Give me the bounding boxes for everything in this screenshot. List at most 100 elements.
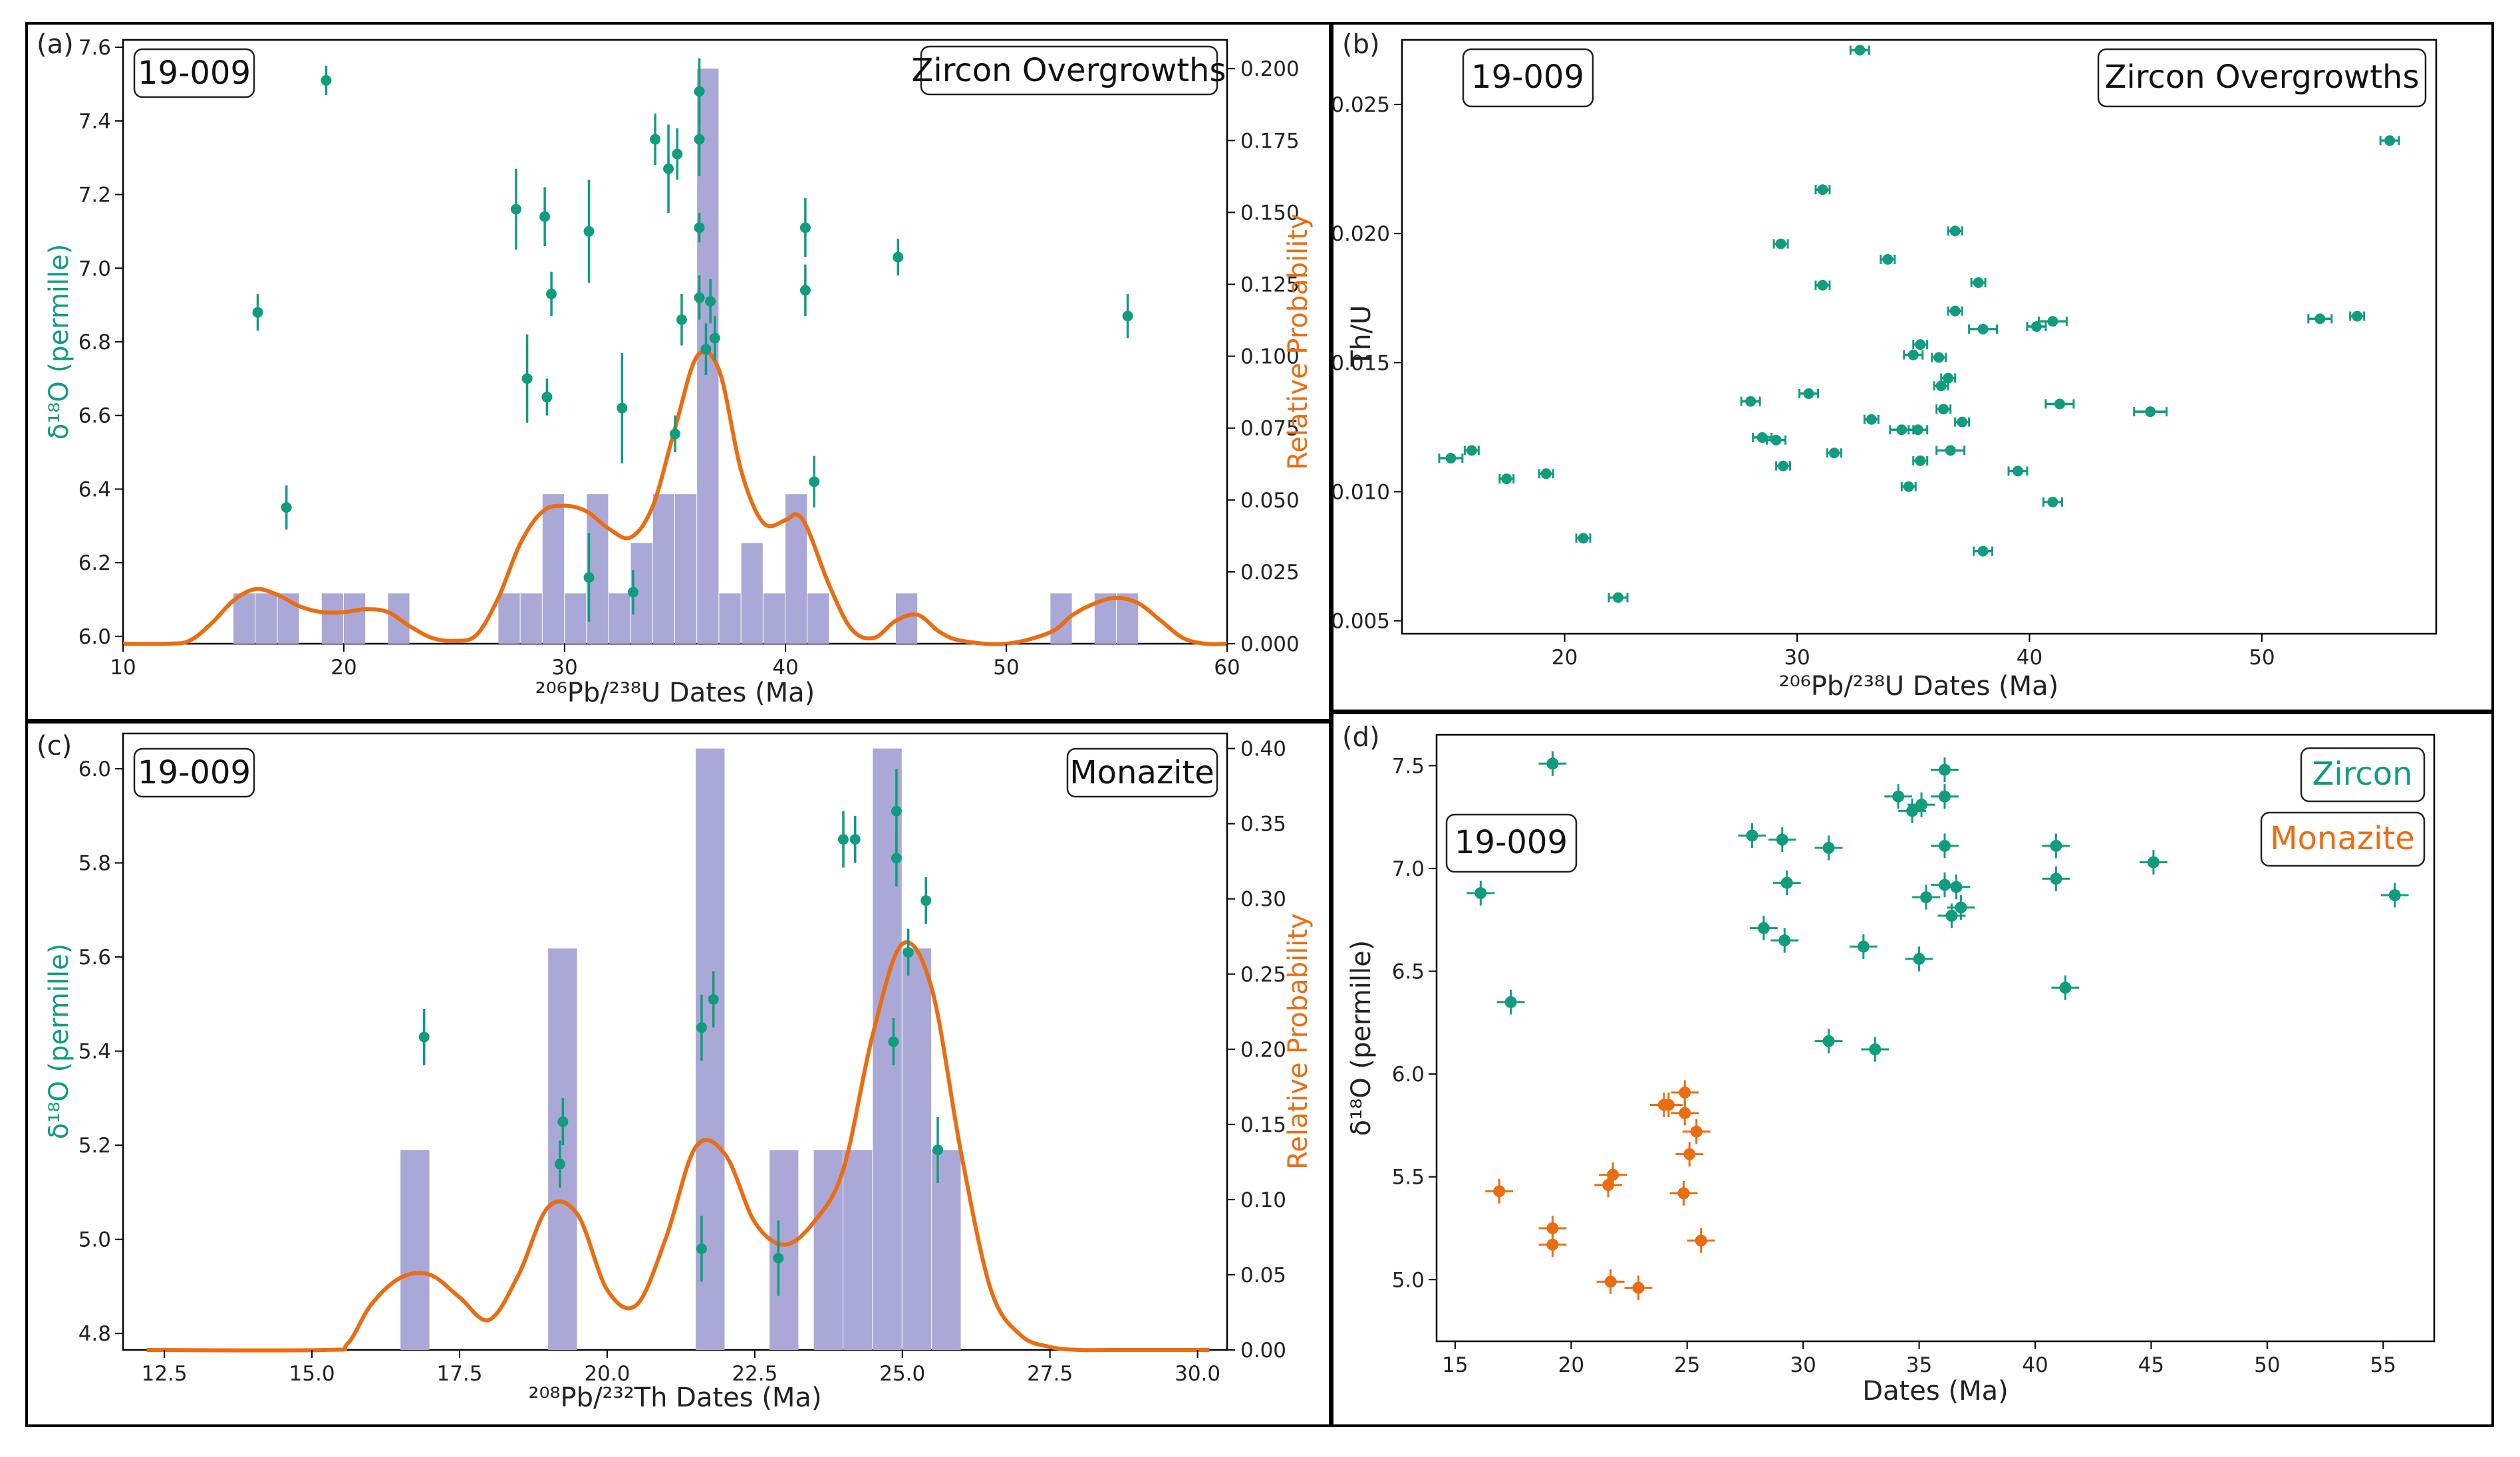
panel-b-data-point [1770,434,1782,446]
panel-c-data-point [557,1116,569,1127]
panel-a-histogram-bar [652,494,674,644]
panel-a-data-point [663,163,674,174]
panel-c-y-tick-label: 4.8 [78,1322,111,1346]
panel-a-kde-curve [122,349,1228,646]
panel-c-y2-tick-label: 0.05 [1240,1263,1286,1287]
panel-c-y2-ticks: 0.00 0.05 0.10 0.15 0.20 0.25 0.30 0.35 0.40 [1227,737,1286,1363]
panel-d-zircon-data-point [1938,878,1951,891]
panel-b-data-point [1803,388,1814,399]
panel-b-title-box [2097,48,2427,108]
panel-b-data-point [1854,45,1866,56]
panel-d-monazite-data-point [1690,1125,1703,1138]
panel-c-data-point [903,947,914,958]
panel-c-x-tick-label: 25.0 [879,1362,925,1386]
panel-c-sample-box [133,747,255,798]
panel-a-histogram-bar [233,593,255,644]
panel-d-y-tick-label: 5.0 [1392,1268,1425,1292]
panel-b-y-tick-label: 0.025 [1331,93,1390,117]
panel-a-y2-tick-label: 0.150 [1240,201,1300,225]
panel-a-y-tick-label: 6.6 [78,404,111,428]
panel-c-ylabel: δ¹⁸O (permille) [44,944,74,1140]
panel-d-zircon-data-point [2050,872,2062,885]
panel-c-y2-tick-label: 0.00 [1240,1339,1286,1363]
panel-c-points [418,769,944,1296]
panel-a-axes: 10 20 30 40 50 60 6.0 6.2 6.4 6.6 6.8 7.0 7.2 7.4 7.6… [44,36,1314,708]
panel-a-data-point [546,289,557,300]
panel-c-data-point [888,1036,899,1047]
panel-c-y2-tick-label: 0.40 [1240,737,1286,761]
panel-b-data-point [2047,316,2058,327]
panel-a-y-tick-label: 7.0 [78,257,111,281]
panel-d-x-tick-label: 35 [1906,1353,1932,1377]
panel-b-data-point [1882,254,1893,265]
panel-a-y2-tick-label: 0.125 [1240,273,1300,297]
panel-a-data-point [510,203,521,215]
panel-c-data-point [696,1022,707,1033]
panel-b-data-point [1973,277,1984,288]
panel-b-data-point [1943,372,1954,384]
panel-d-monazite-data-point [1607,1168,1619,1181]
panel-c-y2-tick-label: 0.35 [1240,813,1286,837]
panel-b-data-point [2013,465,2024,477]
panel-d-zircon-data-point [1546,757,1559,770]
panel-c-y2-tick-label: 0.25 [1240,963,1286,987]
panel-d-zircon-data-point [1938,790,1951,803]
panel-a-y2-tick-label: 0.100 [1240,345,1300,369]
panel-a-data-point [672,148,683,160]
panel-d-zircon-data-point [1778,934,1791,947]
panel-b-data-point [1578,533,1589,544]
panel-a-histogram-bar [763,593,785,644]
panel-a-histogram-bar [609,593,630,644]
panel-b-data-point [1540,468,1552,479]
panel-c-histogram-bar [696,748,725,1350]
panel-b-border [1331,22,2494,712]
panel-a-x-tick-label: 50 [993,656,1019,680]
panel-d-zircon-data-point [1955,901,1967,914]
panel-a-x-tick-label: 10 [110,656,136,680]
panel-b-data-point [1817,184,1828,196]
panel-c-xlabel: ²⁰⁸Pb/²³²Th Dates (Ma) [528,1383,821,1413]
panel-a-data-point [676,314,687,325]
panel-a-data-point [809,476,820,487]
panel-a-histogram-bar [719,593,741,644]
panel-c-data-point [837,834,849,845]
panel-a-data-point [521,373,533,384]
panel-c-histogram-bar [932,1150,961,1350]
panel-a-data-point [541,392,553,403]
panel-d-x-ticks: 15 20 25 30 35 40 45 50 55 [1442,1341,2396,1377]
panel-a-data-point [700,344,712,355]
panel-b-data-point [1949,305,1961,317]
panel-b-xlabel: ²⁰⁶Pb/²³⁸U Dates (Ma) [1779,671,2059,702]
panel-b-x-tick-label: 40 [2017,646,2042,670]
panel-b-data-point [2054,398,2065,410]
panel-d-monazite-data-point [1632,1281,1645,1294]
panel-a-histogram-bar [255,593,277,644]
panel-d-monazite-data-point [1662,1099,1675,1111]
panel-d-zircon-data-point [1776,833,1788,846]
panel-c-data-point [708,993,719,1005]
panel-c-y-tick-label: 5.4 [78,1040,111,1064]
panel-d-legend-monazite-box [2260,811,2426,867]
panel-b-data-point [1945,445,1956,456]
panel-b-data-point [1933,352,1945,363]
panel-a-xlabel: ²⁰⁶Pb/²³⁸U Dates (Ma) [535,678,815,708]
panel-a-y2-tick-label: 0.075 [1240,417,1300,441]
panel-a-histogram-bar [344,593,366,644]
panel-b-y-tick-label: 0.005 [1331,610,1390,634]
panel-a-y2-tick-label: 0.050 [1240,489,1300,513]
panel-a-letter: (a) [37,29,74,60]
panel-a-data-point [583,572,595,583]
panel-d-y-tick-label: 7.5 [1392,754,1425,778]
panel-d-zircon-data-point [1938,763,1951,776]
panel-c-x-tick-label: 17.5 [436,1362,482,1386]
panel-c-x-tick-label: 27.5 [1027,1362,1073,1386]
panel-a-border [25,22,1331,722]
panel-c-data-point [891,805,902,817]
panel-c-y2-tick-label: 0.30 [1240,888,1286,912]
panel-d-x-tick-label: 45 [2138,1353,2164,1377]
panel-a-y2-tick-label: 0.175 [1240,129,1300,153]
panel-c-histogram-bar [770,1150,799,1350]
panel-b-data-point [1915,339,1926,350]
panel-d-monazite-data-point [1679,1086,1691,1099]
panel-b-data-point [2352,311,2363,322]
